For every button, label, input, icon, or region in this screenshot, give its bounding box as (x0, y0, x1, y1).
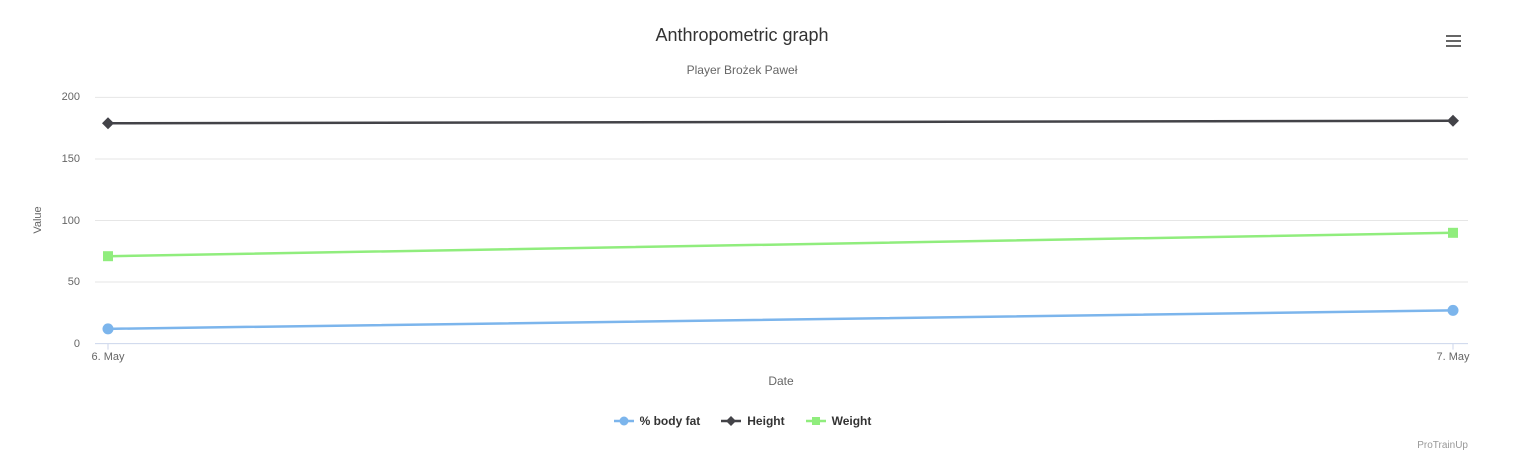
legend-marker (811, 417, 820, 425)
chart-legend: % body fat Height Weight (0, 410, 1484, 432)
series-line-weight[interactable] (106, 231, 1455, 258)
x-axis-tick-label: 6. May (91, 351, 125, 363)
series-point-height[interactable] (1447, 114, 1459, 127)
y-axis-tick-label: 0 (73, 337, 80, 350)
legend-square-icon (805, 417, 826, 425)
hamburger-icon (1445, 44, 1461, 48)
legend-diamond-icon (721, 416, 742, 426)
x-axis-title: Date (768, 374, 794, 388)
x-axis-tick-label: 7. May (1436, 351, 1470, 363)
legend-label: Weight (831, 414, 872, 428)
y-axis-tick-label: 200 (61, 91, 80, 104)
plot-area (95, 96, 1468, 350)
series-point-body-fat[interactable] (1447, 304, 1459, 316)
series-point-body-fat[interactable] (102, 323, 114, 335)
y-axis-tick-label: 100 (61, 214, 80, 227)
legend-marker (619, 416, 629, 426)
credits-watermark: ProTrainUp (1417, 440, 1468, 451)
chart-context-menu-button[interactable] (1440, 29, 1466, 53)
legend-marker (726, 416, 737, 426)
y-axis-tick-label: 150 (61, 152, 80, 165)
series-point-height[interactable] (102, 117, 114, 130)
y-axis-tick-label: 50 (67, 276, 80, 289)
legend-label: Height (747, 414, 785, 428)
series-line-height[interactable] (106, 119, 1455, 125)
series-point-weight[interactable] (1448, 227, 1458, 238)
legend-item-weight[interactable]: Weight (805, 414, 872, 428)
hamburger-icon (1445, 34, 1461, 38)
chart-subtitle: Player Brożek Paweł (686, 63, 798, 77)
series-line-body-fat[interactable] (106, 309, 1455, 331)
chart-inner: Anthropometric graph Player Brożek Paweł… (0, 25, 1484, 451)
legend-circle-icon (613, 416, 634, 426)
legend-item-body-fat[interactable]: % body fat (613, 414, 701, 428)
legend-item-height[interactable]: Height (720, 414, 785, 428)
chart-title: Anthropometric graph (655, 25, 829, 45)
legend-label: % body fat (639, 414, 701, 428)
hamburger-icon (1445, 39, 1461, 43)
series-point-weight[interactable] (103, 251, 113, 262)
